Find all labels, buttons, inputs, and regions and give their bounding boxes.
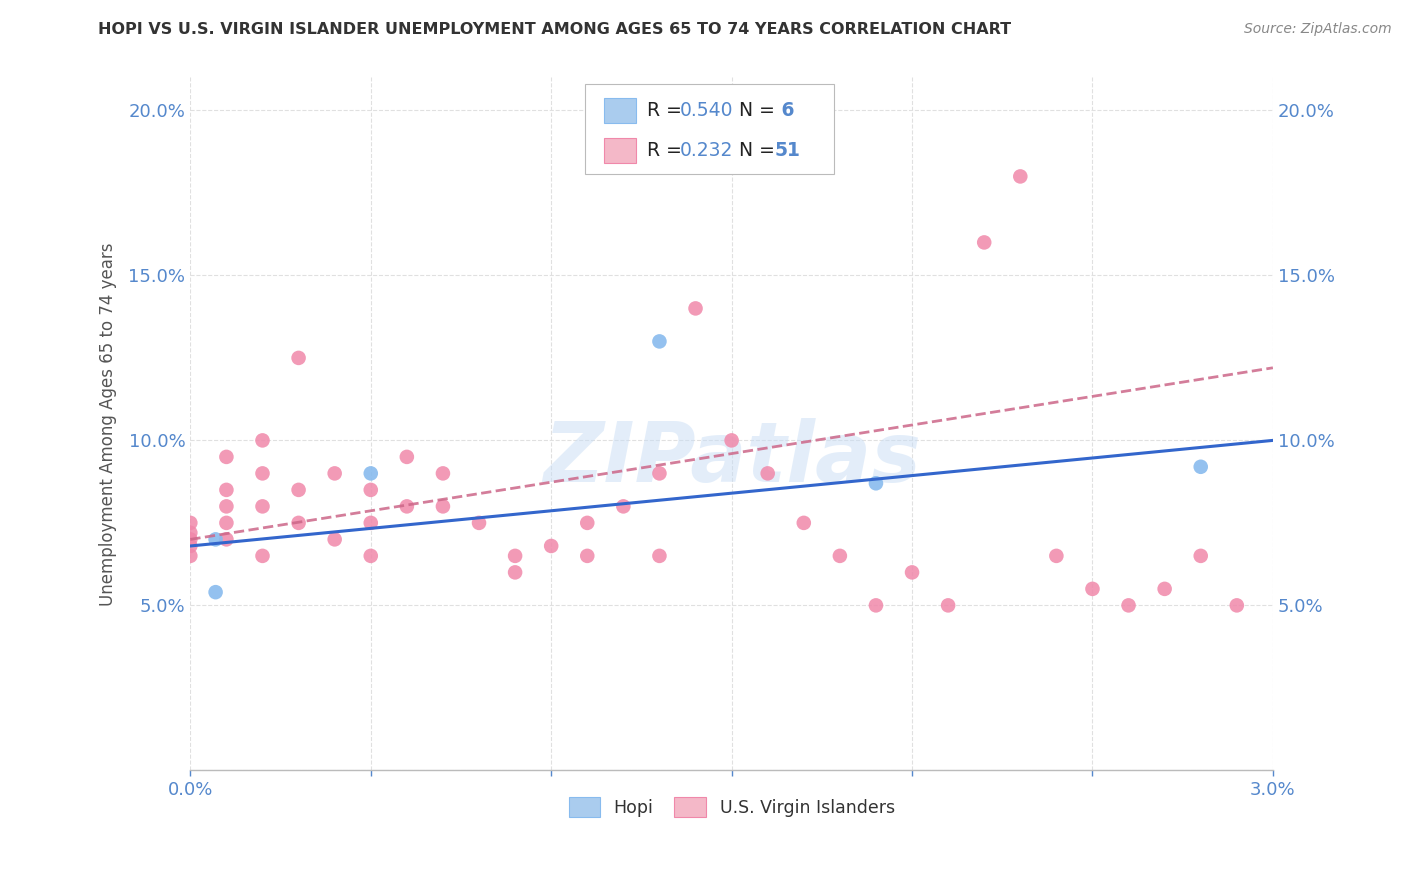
Point <box>204 585 226 599</box>
Point <box>215 516 238 530</box>
Point <box>360 483 382 497</box>
Point <box>252 434 274 448</box>
Point <box>252 500 274 514</box>
Point <box>648 467 671 481</box>
Point <box>179 516 201 530</box>
Point <box>215 533 238 547</box>
Text: 51: 51 <box>775 141 801 160</box>
FancyBboxPatch shape <box>603 98 637 123</box>
Point <box>1081 582 1104 596</box>
Point <box>179 525 201 540</box>
Point <box>395 500 418 514</box>
Point <box>1189 549 1212 563</box>
FancyBboxPatch shape <box>603 137 637 162</box>
Point <box>648 549 671 563</box>
Point <box>612 500 634 514</box>
Point <box>287 483 309 497</box>
Point <box>756 467 779 481</box>
Text: R =: R = <box>647 101 688 120</box>
Text: N =: N = <box>727 141 782 160</box>
Point <box>360 516 382 530</box>
Point <box>179 533 201 547</box>
Point <box>179 539 201 553</box>
Text: 0.232: 0.232 <box>679 141 733 160</box>
Point <box>503 566 526 580</box>
Point <box>865 599 887 613</box>
Point <box>252 549 274 563</box>
Point <box>432 467 454 481</box>
Point <box>576 549 599 563</box>
Y-axis label: Unemployment Among Ages 65 to 74 years: Unemployment Among Ages 65 to 74 years <box>100 242 117 606</box>
Point <box>204 533 226 547</box>
Text: 6: 6 <box>775 101 794 120</box>
Point <box>720 434 742 448</box>
Point <box>503 549 526 563</box>
Point <box>215 500 238 514</box>
Point <box>215 483 238 497</box>
Point <box>323 467 346 481</box>
Point <box>287 516 309 530</box>
Point <box>901 566 924 580</box>
Point <box>685 301 707 316</box>
Point <box>865 476 887 491</box>
Point <box>360 467 382 481</box>
Point <box>323 533 346 547</box>
Text: R =: R = <box>647 141 688 160</box>
Legend: Hopi, U.S. Virgin Islanders: Hopi, U.S. Virgin Islanders <box>561 790 901 824</box>
Point <box>432 500 454 514</box>
Point <box>828 549 851 563</box>
Text: Source: ZipAtlas.com: Source: ZipAtlas.com <box>1244 22 1392 37</box>
Point <box>1153 582 1175 596</box>
Text: HOPI VS U.S. VIRGIN ISLANDER UNEMPLOYMENT AMONG AGES 65 TO 74 YEARS CORRELATION : HOPI VS U.S. VIRGIN ISLANDER UNEMPLOYMEN… <box>98 22 1011 37</box>
Point <box>936 599 959 613</box>
Point <box>360 549 382 563</box>
Point <box>1010 169 1032 184</box>
Point <box>540 539 562 553</box>
Point <box>973 235 995 250</box>
Point <box>395 450 418 464</box>
Text: ZIPatlas: ZIPatlas <box>543 418 921 499</box>
Point <box>179 549 201 563</box>
Point <box>1189 459 1212 474</box>
Text: N =: N = <box>727 101 782 120</box>
Point <box>468 516 491 530</box>
FancyBboxPatch shape <box>585 85 834 175</box>
Point <box>287 351 309 365</box>
Point <box>793 516 815 530</box>
Point <box>1045 549 1067 563</box>
Point <box>1118 599 1140 613</box>
Point <box>648 334 671 349</box>
Point <box>215 450 238 464</box>
Point <box>576 516 599 530</box>
Point <box>1226 599 1249 613</box>
Point <box>252 467 274 481</box>
Text: 0.540: 0.540 <box>679 101 733 120</box>
